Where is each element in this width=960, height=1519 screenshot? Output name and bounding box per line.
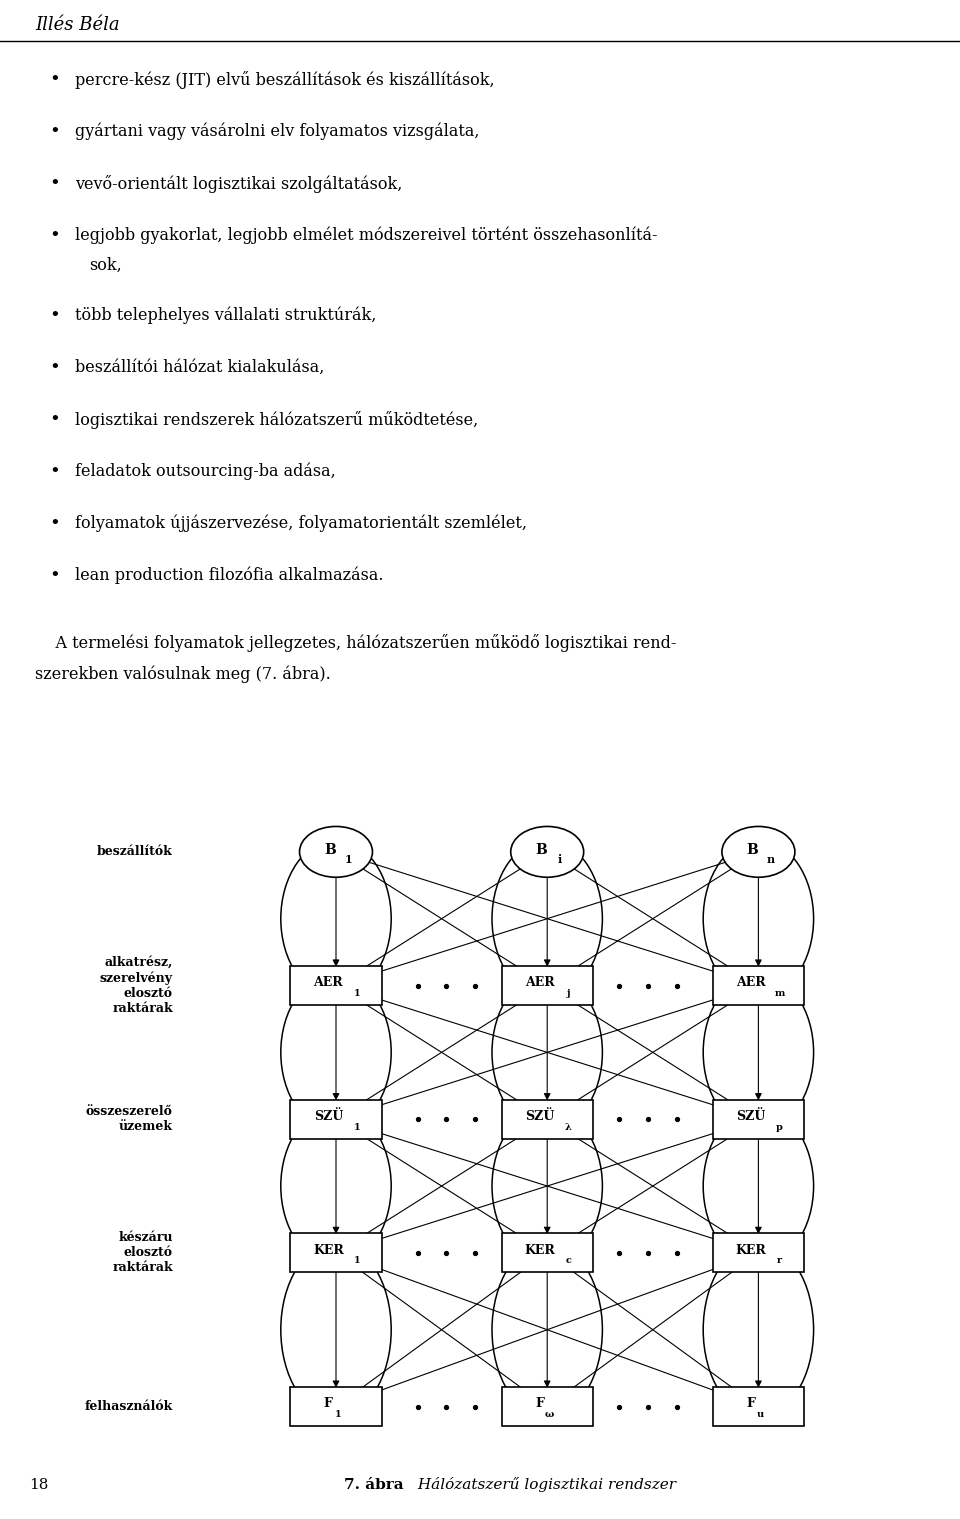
Text: B: B bbox=[747, 843, 758, 857]
Text: SZÜ: SZÜ bbox=[525, 1110, 554, 1123]
Text: feladatok outsourcing-ba adása,: feladatok outsourcing-ba adása, bbox=[75, 463, 336, 480]
Text: •: • bbox=[50, 175, 60, 193]
FancyBboxPatch shape bbox=[712, 1100, 804, 1139]
FancyBboxPatch shape bbox=[501, 1100, 592, 1139]
Text: percre-kész (JIT) elvű beszállítások és kiszállítások,: percre-kész (JIT) elvű beszállítások és … bbox=[75, 71, 494, 90]
Text: KER: KER bbox=[735, 1244, 766, 1256]
Text: •: • bbox=[50, 226, 60, 245]
Text: folyamatok újjászervezése, folyamatorientált szemlélet,: folyamatok újjászervezése, folyamatorien… bbox=[75, 515, 527, 532]
Text: Hálózatszerű logisztikai rendszer: Hálózatszerű logisztikai rendszer bbox=[413, 1478, 676, 1492]
FancyBboxPatch shape bbox=[712, 1387, 804, 1426]
FancyBboxPatch shape bbox=[501, 1233, 592, 1273]
Text: A termelési folyamatok jellegzetes, hálózatszerűen működő logisztikai rend-: A termelési folyamatok jellegzetes, háló… bbox=[35, 633, 677, 652]
Text: KER: KER bbox=[524, 1244, 555, 1256]
Text: 1: 1 bbox=[335, 1410, 341, 1419]
Text: n: n bbox=[767, 854, 775, 866]
Text: AER: AER bbox=[314, 977, 343, 989]
Text: c: c bbox=[565, 1256, 571, 1265]
Text: felhasználók: felhasználók bbox=[84, 1401, 173, 1413]
FancyBboxPatch shape bbox=[501, 966, 592, 1006]
Circle shape bbox=[722, 826, 795, 878]
Text: •: • bbox=[50, 123, 60, 141]
FancyBboxPatch shape bbox=[290, 1387, 381, 1426]
FancyBboxPatch shape bbox=[501, 1387, 592, 1426]
Text: u: u bbox=[756, 1410, 764, 1419]
Text: alkatrész,
szerelvény
elosztó
raktárak: alkatrész, szerelvény elosztó raktárak bbox=[100, 957, 173, 1015]
Text: 1: 1 bbox=[354, 989, 360, 998]
Circle shape bbox=[511, 826, 584, 878]
Circle shape bbox=[300, 826, 372, 878]
Text: Illés Béla: Illés Béla bbox=[35, 17, 120, 33]
Text: B: B bbox=[324, 843, 336, 857]
Text: 1: 1 bbox=[354, 1123, 360, 1132]
Text: B: B bbox=[536, 843, 547, 857]
Text: F: F bbox=[324, 1397, 333, 1411]
Text: 7. ábra: 7. ábra bbox=[344, 1478, 403, 1492]
Text: 1: 1 bbox=[345, 854, 352, 866]
Text: 18: 18 bbox=[29, 1478, 48, 1492]
Text: •: • bbox=[50, 567, 60, 585]
FancyBboxPatch shape bbox=[712, 1233, 804, 1273]
FancyBboxPatch shape bbox=[290, 1100, 381, 1139]
Text: szerekben valósulnak meg (7. ábra).: szerekben valósulnak meg (7. ábra). bbox=[35, 665, 331, 684]
Text: j: j bbox=[566, 989, 570, 998]
Text: •: • bbox=[50, 410, 60, 428]
Text: •: • bbox=[50, 463, 60, 482]
Text: készáru
elosztó
raktárak: készáru elosztó raktárak bbox=[112, 1232, 173, 1274]
Text: λ: λ bbox=[564, 1123, 572, 1132]
Text: AER: AER bbox=[525, 977, 554, 989]
FancyBboxPatch shape bbox=[290, 1233, 381, 1273]
Text: logisztikai rendszerek hálózatszerű működtetése,: logisztikai rendszerek hálózatszerű műkö… bbox=[75, 410, 478, 428]
Text: •: • bbox=[50, 71, 60, 90]
Text: r: r bbox=[777, 1256, 782, 1265]
Text: F: F bbox=[535, 1397, 544, 1411]
Text: p: p bbox=[776, 1123, 783, 1132]
Text: AER: AER bbox=[736, 977, 765, 989]
FancyBboxPatch shape bbox=[712, 966, 804, 1006]
Text: 1: 1 bbox=[354, 1256, 360, 1265]
Text: beszállítók: beszállítók bbox=[97, 846, 173, 858]
Text: több telephelyes vállalati struktúrák,: több telephelyes vállalati struktúrák, bbox=[75, 307, 376, 325]
FancyBboxPatch shape bbox=[290, 966, 381, 1006]
Text: lean production filozófia alkalmazása.: lean production filozófia alkalmazása. bbox=[75, 567, 383, 585]
Text: i: i bbox=[558, 854, 562, 866]
Text: vevő-orientált logisztikai szolgáltatások,: vevő-orientált logisztikai szolgáltatáso… bbox=[75, 175, 402, 193]
Text: beszállítói hálózat kialakulása,: beszállítói hálózat kialakulása, bbox=[75, 358, 324, 375]
Text: összeszerelő
üzemek: összeszerelő üzemek bbox=[86, 1106, 173, 1133]
Text: •: • bbox=[50, 358, 60, 377]
Text: m: m bbox=[775, 989, 784, 998]
Text: legjobb gyakorlat, legjobb elmélet módszereivel történt összehasonlítá-: legjobb gyakorlat, legjobb elmélet módsz… bbox=[75, 226, 658, 245]
Text: •: • bbox=[50, 307, 60, 325]
Text: ω: ω bbox=[544, 1410, 554, 1419]
Text: gyártani vagy vásárolni elv folyamatos vizsgálata,: gyártani vagy vásárolni elv folyamatos v… bbox=[75, 123, 479, 140]
Text: SZÜ: SZÜ bbox=[314, 1110, 343, 1123]
Text: F: F bbox=[746, 1397, 756, 1411]
Text: sok,: sok, bbox=[89, 257, 122, 273]
Text: SZÜ: SZÜ bbox=[736, 1110, 765, 1123]
Text: KER: KER bbox=[313, 1244, 344, 1256]
Text: •: • bbox=[50, 515, 60, 533]
